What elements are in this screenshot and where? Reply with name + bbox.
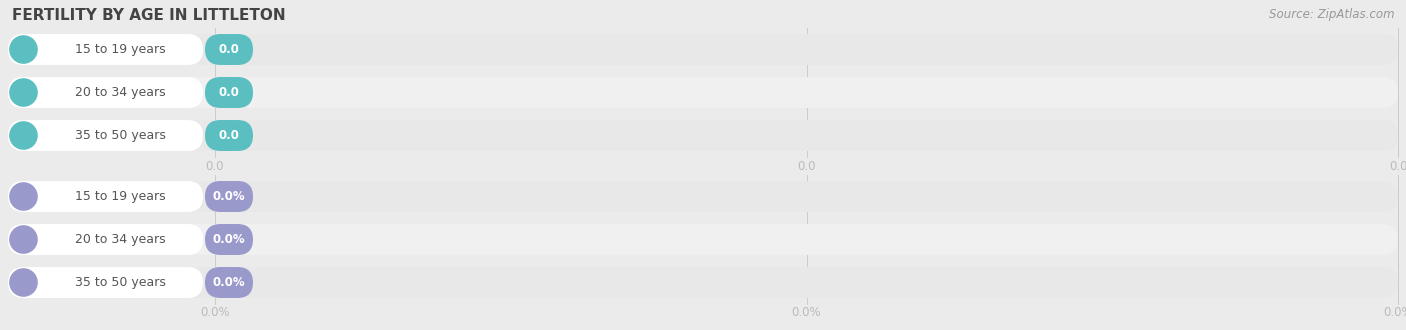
Text: 0.0%: 0.0%: [212, 190, 245, 203]
Text: 0.0: 0.0: [218, 43, 239, 56]
FancyBboxPatch shape: [205, 34, 253, 65]
FancyBboxPatch shape: [205, 77, 253, 108]
Text: 0.0%: 0.0%: [1384, 307, 1406, 319]
FancyBboxPatch shape: [205, 181, 253, 212]
Text: 35 to 50 years: 35 to 50 years: [75, 129, 166, 142]
FancyBboxPatch shape: [8, 181, 1398, 212]
Text: 35 to 50 years: 35 to 50 years: [75, 276, 166, 289]
Circle shape: [10, 122, 37, 149]
FancyBboxPatch shape: [8, 77, 1398, 108]
Text: 0.0: 0.0: [797, 159, 815, 173]
FancyBboxPatch shape: [8, 34, 1398, 65]
Text: 15 to 19 years: 15 to 19 years: [75, 190, 166, 203]
FancyBboxPatch shape: [8, 34, 202, 65]
Text: FERTILITY BY AGE IN LITTLETON: FERTILITY BY AGE IN LITTLETON: [13, 8, 285, 23]
Text: 20 to 34 years: 20 to 34 years: [75, 233, 166, 246]
Circle shape: [10, 226, 37, 253]
Text: 0.0: 0.0: [218, 86, 239, 99]
FancyBboxPatch shape: [8, 267, 1398, 298]
Text: 0.0: 0.0: [205, 159, 224, 173]
FancyBboxPatch shape: [8, 224, 1398, 255]
FancyBboxPatch shape: [8, 181, 202, 212]
Circle shape: [10, 269, 37, 296]
Text: 0.0%: 0.0%: [200, 307, 229, 319]
Circle shape: [10, 183, 37, 210]
Text: 0.0%: 0.0%: [792, 307, 821, 319]
Text: 20 to 34 years: 20 to 34 years: [75, 86, 166, 99]
FancyBboxPatch shape: [205, 224, 253, 255]
FancyBboxPatch shape: [8, 224, 202, 255]
Circle shape: [10, 36, 37, 63]
FancyBboxPatch shape: [205, 120, 253, 151]
Text: Source: ZipAtlas.com: Source: ZipAtlas.com: [1270, 8, 1395, 21]
FancyBboxPatch shape: [8, 77, 202, 108]
Text: 15 to 19 years: 15 to 19 years: [75, 43, 166, 56]
FancyBboxPatch shape: [8, 120, 202, 151]
FancyBboxPatch shape: [8, 267, 202, 298]
FancyBboxPatch shape: [8, 120, 1398, 151]
FancyBboxPatch shape: [205, 267, 253, 298]
Circle shape: [10, 79, 37, 106]
Text: 0.0%: 0.0%: [212, 276, 245, 289]
Text: 0.0: 0.0: [1389, 159, 1406, 173]
Text: 0.0: 0.0: [218, 129, 239, 142]
Text: 0.0%: 0.0%: [212, 233, 245, 246]
